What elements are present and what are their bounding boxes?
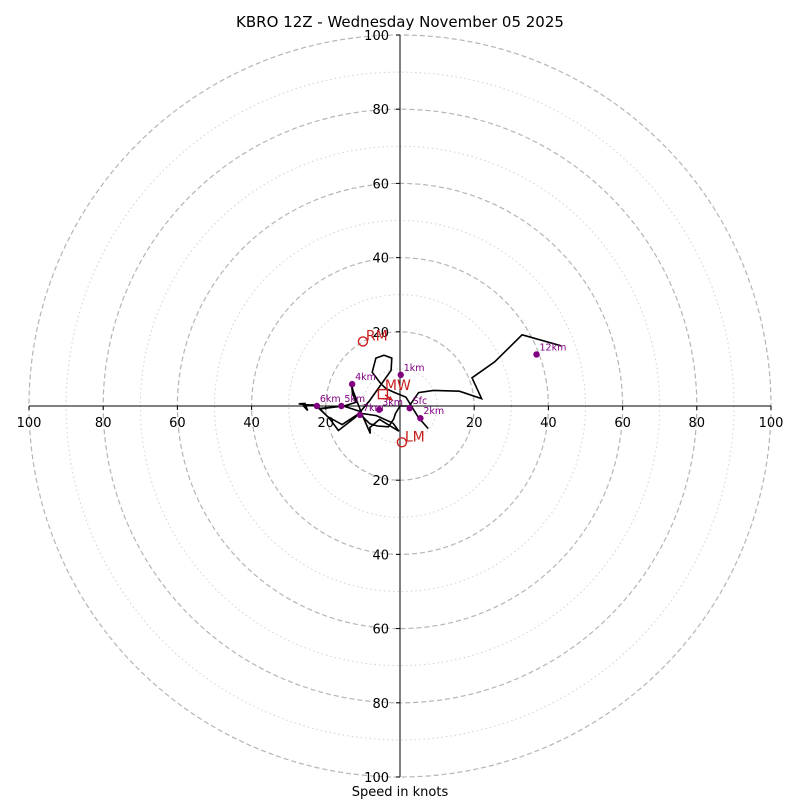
x-tick-label: 20 (466, 416, 483, 431)
x-tick-label: 40 (540, 416, 557, 431)
x-tick-label: 40 (243, 416, 260, 431)
x-tick-label: 80 (689, 416, 706, 431)
height-label-7km: 7km (363, 403, 384, 414)
x-tick-label: 80 (95, 416, 112, 431)
height-label-4km: 4km (355, 372, 376, 383)
y-tick-label: 40 (372, 548, 389, 563)
x-tick-label: 100 (759, 416, 784, 431)
height-label-1km: 1km (404, 363, 425, 374)
wind-trace (298, 333, 562, 434)
mean-wind-marker (377, 388, 389, 400)
y-tick-label: 40 (372, 252, 389, 267)
storm-marker-rm (357, 336, 369, 347)
height-label-3km: 3km (382, 398, 403, 409)
storm-marker-lm (396, 437, 408, 448)
y-tick-label: 60 (372, 623, 389, 638)
storm-motion-markers: RM LM MW (357, 328, 425, 448)
mean-wind-arrowhead (387, 395, 393, 401)
height-label-12km: 12km (540, 342, 567, 353)
mean-wind-label: MW (385, 378, 411, 394)
storm-label-lm: LM (405, 429, 425, 445)
y-tick-label: 60 (372, 177, 389, 192)
y-tick-label: 20 (372, 326, 389, 341)
x-tick-label: 100 (17, 416, 42, 431)
height-marker-12km (533, 351, 540, 358)
chart-title: KBRO 12Z - Wednesday November 05 2025 (236, 13, 564, 31)
height-marker-7km (356, 411, 364, 419)
height-label-sfc: Sfc (413, 396, 428, 407)
x-axis-label: Speed in knots (352, 785, 449, 800)
x-tick-label: 60 (614, 416, 631, 431)
y-tick-label: 80 (372, 697, 389, 712)
height-marker-sfc (406, 405, 413, 412)
height-marker-2km (417, 415, 424, 422)
x-tick-label: 60 (169, 416, 186, 431)
y-tick-label: 100 (364, 29, 389, 44)
storm-label-rm: RM (366, 328, 388, 344)
height-label-6km: 6km (320, 394, 341, 405)
height-marker-1km (397, 371, 404, 379)
y-tick-label: 100 (364, 771, 389, 786)
y-tick-label: 20 (372, 474, 389, 489)
hodograph-trace (298, 333, 562, 434)
height-marker-4km (348, 380, 356, 388)
y-tick-label: 80 (372, 103, 389, 118)
height-marker-6km (313, 402, 321, 410)
height-label-5km: 5km (344, 394, 365, 405)
height-marker-3km (376, 406, 383, 413)
height-label-2km: 2km (423, 406, 444, 417)
height-marker-5km (338, 402, 345, 410)
